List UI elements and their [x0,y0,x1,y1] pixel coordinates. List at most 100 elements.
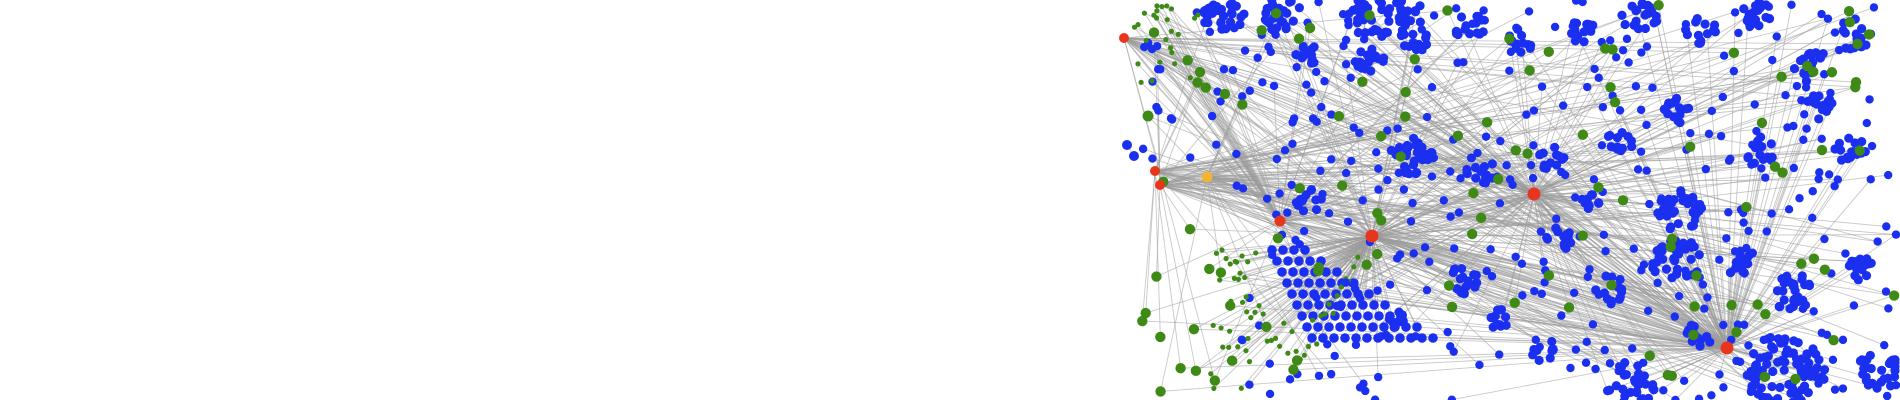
graph-node-green [1260,311,1266,317]
graph-node-green [1334,293,1340,299]
graph-node-blue [1587,190,1597,200]
graph-node-blue [1550,22,1560,32]
graph-node-blue [1297,53,1307,63]
graph-edge [1726,92,1831,349]
graph-node-blue [1314,0,1323,7]
graph-node-blue [1594,73,1603,83]
graph-node-blue [1297,311,1307,321]
graph-node-green [1577,230,1588,241]
graph-node-blue [1579,37,1589,47]
graph-node-blue [1557,167,1566,177]
graph-node-blue [1482,266,1491,276]
graph-edge [1279,81,1363,222]
graph-node-blue [1363,311,1373,321]
graph-node-blue [1738,260,1748,270]
graph-node-blue [1761,12,1771,23]
graph-node-green [1232,359,1238,365]
graph-node-blue [1406,217,1416,226]
graph-node-blue [1383,176,1392,185]
graph-edge [1371,177,1766,237]
graph-node-blue [1373,286,1382,295]
graph-node-blue [1451,4,1461,13]
graph-node-blue [1343,217,1353,226]
graph-node-blue [1743,153,1753,163]
graph-node-blue [1844,133,1854,143]
graph-node-blue [1417,45,1427,55]
graph-edge [1371,235,1492,318]
graph-node-green [1288,364,1299,375]
graph-node-blue [1789,121,1798,131]
graph-node-blue [1385,280,1395,289]
graph-node-red [1527,187,1541,201]
graph-node-green [1239,299,1246,305]
graph-node-blue [1766,139,1776,149]
graph-node-blue [1591,364,1600,374]
graph-node-green [1653,0,1664,11]
graph-node-blue [1693,30,1704,40]
graph-node-blue [1642,120,1651,130]
graph-node-green [1760,308,1771,320]
graph-node-blue [1789,63,1800,74]
graph-node-blue [1646,3,1656,12]
graph-node-blue [1602,294,1613,304]
graph-node-blue [1456,174,1465,183]
graph-node-blue [1673,219,1683,229]
graph-node-blue [1352,4,1361,13]
graph-node-blue [1618,384,1628,394]
graph-node-blue [1383,126,1392,135]
graph-node-blue [1269,81,1279,91]
graph-node-blue [1408,198,1417,208]
graph-node-blue [1346,156,1356,166]
graph-edge [1275,34,1728,349]
graph-edge [1320,170,1373,237]
graph-node-blue [1681,104,1691,114]
graph-node-blue [1318,189,1327,199]
graph-node-blue [1730,8,1740,17]
graph-node-blue [1792,81,1802,91]
graph-node-green [1689,301,1700,312]
graph-node-blue [1672,264,1683,274]
graph-node-blue [1755,353,1765,363]
graph-node-blue [1306,88,1316,97]
graph-edge [1371,40,1512,237]
graph-node-blue [1679,376,1689,386]
graph-node-green [1208,371,1214,377]
graph-node-blue [1374,164,1383,173]
graph-node-blue [1889,372,1900,382]
graph-node-green [1802,60,1813,72]
graph-node-blue [1311,204,1322,215]
graph-node-blue [1640,379,1651,389]
graph-node-green [1169,49,1175,56]
graph-edge [1533,193,1747,249]
graph-node-blue [1768,366,1778,377]
graph-edge [1134,26,1728,349]
graph-node-blue [1545,353,1555,363]
graph-node-blue [1449,347,1458,356]
graph-node-blue [1618,46,1628,55]
graph-node-blue [1408,29,1418,39]
graph-node-blue [1765,333,1776,343]
graph-node-blue [1140,42,1149,52]
graph-node-blue [1353,27,1363,38]
graph-node-blue [1204,3,1213,13]
graph-node-blue [1767,342,1777,352]
graph-node-green [1172,61,1178,67]
graph-node-blue [1330,351,1339,361]
graph-node-blue [1363,58,1372,68]
graph-node-blue [1292,62,1301,72]
graph-node-blue [1786,348,1796,358]
graph-node-green [1245,259,1251,265]
graph-edge [1145,170,1156,314]
graph-node-blue [1757,164,1766,173]
graph-node-blue [1715,370,1724,379]
graph-edge [1533,53,1809,195]
graph-node-green [1828,335,1839,346]
graph-node-blue [1631,82,1641,91]
graph-node-blue [1617,128,1627,138]
graph-node-blue [1351,333,1361,343]
graph-node-green [1243,294,1249,300]
graph-node-blue [1716,131,1726,141]
graph-node-blue [1636,105,1646,115]
graph-node-blue [1841,249,1850,258]
graph-node-green [1256,303,1262,309]
